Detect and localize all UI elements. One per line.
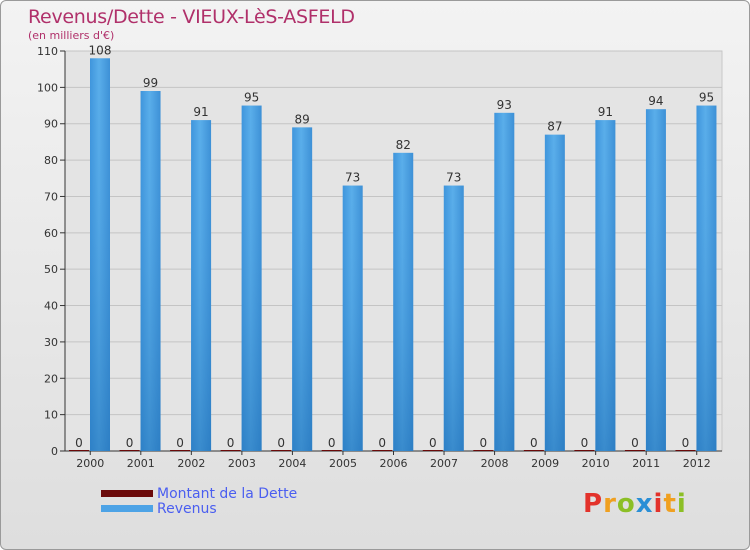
revenue-bar-shade — [342, 185, 363, 451]
debt-value-label: 0 — [479, 436, 487, 450]
legend-swatch-dette — [101, 490, 153, 497]
revenue-bar-shade — [90, 58, 110, 451]
debt-value-label: 0 — [682, 436, 690, 450]
debt-bar — [119, 450, 140, 451]
logo-letter: i — [653, 489, 664, 519]
revenue-bar-shade — [494, 112, 515, 452]
x-tick-label: 2003 — [228, 457, 256, 470]
revenue-value-label: 94 — [648, 94, 663, 108]
debt-bar — [271, 450, 292, 451]
revenue-value-label: 73 — [446, 171, 461, 185]
debt-bar — [473, 450, 494, 451]
x-tick-label: 2011 — [632, 457, 660, 470]
y-tick-label: 40 — [44, 300, 58, 313]
revenue-value-label: 87 — [547, 120, 562, 134]
chart-subtitle: (en milliers d'€) — [28, 29, 115, 42]
legend-label-revenus: Revenus — [157, 501, 217, 517]
logo-letter: o — [616, 489, 636, 519]
debt-value-label: 0 — [328, 436, 336, 450]
debt-bar — [372, 450, 393, 451]
logo-letter: r — [603, 489, 617, 519]
legend-swatch-revenus — [101, 505, 153, 512]
revenue-bar-shade — [140, 91, 161, 451]
debt-value-label: 0 — [378, 436, 386, 450]
debt-bar — [574, 450, 595, 451]
revenue-value-label: 108 — [89, 43, 112, 57]
x-tick-label: 2002 — [177, 457, 205, 470]
revenue-value-label: 95 — [244, 91, 259, 105]
revenue-value-label: 91 — [193, 105, 208, 119]
y-tick-label: 10 — [44, 409, 58, 422]
x-tick-label: 2004 — [278, 457, 306, 470]
proxiti-logo: Proxiti — [583, 489, 687, 519]
debt-bar — [321, 450, 342, 451]
revenue-value-label: 93 — [497, 98, 512, 112]
y-tick-label: 0 — [51, 445, 58, 458]
revenue-bar-shade — [443, 185, 464, 451]
logo-letter: t — [663, 489, 677, 519]
revenue-bar-shade — [544, 134, 565, 452]
y-tick-label: 90 — [44, 118, 58, 131]
revenue-bar-shade — [595, 120, 616, 451]
debt-bar — [220, 450, 241, 451]
debt-bar — [69, 450, 89, 451]
y-tick-label: 110 — [37, 45, 58, 58]
x-tick-label: 2007 — [430, 457, 458, 470]
legend-label-dette: Montant de la Dette — [157, 486, 298, 502]
debt-value-label: 0 — [277, 436, 285, 450]
x-tick-label: 2012 — [683, 457, 711, 470]
y-tick-label: 60 — [44, 227, 58, 240]
debt-bar — [422, 450, 443, 451]
y-tick-label: 80 — [44, 154, 58, 167]
revenue-bar-shade — [292, 127, 313, 451]
revenue-bar-shade — [191, 120, 212, 451]
y-tick-label: 30 — [44, 336, 58, 349]
logo-letter: i — [676, 489, 687, 519]
y-tick-label: 50 — [44, 263, 58, 276]
revenue-value-label: 91 — [598, 105, 613, 119]
revenue-bar-shade — [645, 109, 666, 451]
revenue-bar-shade — [241, 105, 262, 451]
logo-letter: x — [635, 489, 654, 519]
debt-bar — [675, 450, 696, 451]
x-tick-label: 2001 — [127, 457, 155, 470]
x-tick-label: 2009 — [531, 457, 559, 470]
revenue-value-label: 99 — [143, 76, 158, 90]
revenue-value-label: 95 — [699, 91, 714, 105]
chart-title: Revenus/Dette - VIEUX-LèS-ASFELD — [28, 6, 355, 28]
y-tick-label: 20 — [44, 372, 58, 385]
bars: 0 108 0 99 0 91 0 95 0 89 0 73 0 82 0 73 0 93 0 87 0 91 0 94 0 95 — [69, 43, 717, 452]
debt-value-label: 0 — [75, 436, 83, 450]
debt-value-label: 0 — [227, 436, 235, 450]
debt-value-label: 0 — [429, 436, 437, 450]
x-tick-label: 2008 — [481, 457, 509, 470]
revenue-value-label: 89 — [295, 112, 310, 126]
debt-bar — [170, 450, 191, 451]
debt-value-label: 0 — [530, 436, 538, 450]
x-tick-label: 2005 — [329, 457, 357, 470]
revenue-bar-shade — [696, 105, 717, 451]
debt-bar — [523, 450, 544, 451]
debt-value-label: 0 — [126, 436, 134, 450]
logo-letter: P — [583, 489, 604, 519]
y-tick-label: 70 — [44, 190, 58, 203]
x-tick-label: 2000 — [76, 457, 104, 470]
revenue-value-label: 82 — [396, 138, 411, 152]
x-tick-label: 2010 — [582, 457, 610, 470]
debt-bar — [624, 450, 645, 451]
debt-value-label: 0 — [631, 436, 639, 450]
debt-value-label: 0 — [176, 436, 184, 450]
y-tick-label: 100 — [37, 81, 58, 94]
x-tick-label: 2006 — [380, 457, 408, 470]
revenue-bar-shade — [393, 152, 414, 451]
revenue-value-label: 73 — [345, 171, 360, 185]
debt-value-label: 0 — [581, 436, 589, 450]
x-axis-ticks: 2000 2001 2002 2003 2004 2005 2006 2007 2008 2009… — [76, 451, 711, 470]
